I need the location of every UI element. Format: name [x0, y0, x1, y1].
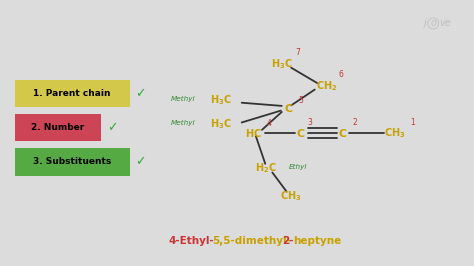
Text: heptyne: heptyne	[293, 236, 342, 246]
Text: 4: 4	[266, 119, 271, 128]
Text: $\mathbf{HC}$: $\mathbf{HC}$	[245, 127, 262, 139]
Text: $\mathbf{CH_3}$: $\mathbf{CH_3}$	[384, 126, 406, 140]
Text: Methyl: Methyl	[171, 119, 195, 126]
Text: $\mathbf{CH_3}$: $\mathbf{CH_3}$	[281, 189, 302, 203]
Text: ✓: ✓	[107, 121, 118, 134]
Text: 1. Parent chain: 1. Parent chain	[33, 89, 111, 98]
Text: o: o	[430, 19, 436, 28]
Text: 4-Ethyl-: 4-Ethyl-	[169, 236, 214, 246]
FancyBboxPatch shape	[15, 114, 101, 142]
Text: Ethyl: Ethyl	[289, 164, 308, 170]
Text: 1: 1	[410, 118, 415, 127]
Text: 6: 6	[338, 70, 343, 79]
Text: 5,5-dimethyl-: 5,5-dimethyl-	[212, 236, 291, 246]
Text: ✓: ✓	[135, 155, 146, 168]
Text: j: j	[423, 19, 426, 28]
Text: 5: 5	[298, 95, 303, 105]
FancyBboxPatch shape	[15, 148, 129, 176]
FancyBboxPatch shape	[15, 80, 129, 107]
Text: ve: ve	[439, 19, 451, 28]
Text: $\mathbf{H_3C}$: $\mathbf{H_3C}$	[210, 117, 232, 131]
Text: 3: 3	[308, 118, 312, 127]
Text: $\mathbf{C}$: $\mathbf{C}$	[284, 102, 293, 114]
Text: $\mathbf{H_3C}$: $\mathbf{H_3C}$	[210, 93, 232, 107]
Text: 7: 7	[295, 48, 300, 57]
Text: $\mathbf{C}$: $\mathbf{C}$	[296, 127, 305, 139]
Text: ✓: ✓	[135, 87, 146, 100]
Text: $\mathbf{CH_2}$: $\mathbf{CH_2}$	[316, 79, 337, 93]
Text: 3. Substituents: 3. Substituents	[33, 157, 111, 167]
Text: Methyl: Methyl	[171, 96, 195, 102]
Text: $\mathbf{H_2C}$: $\mathbf{H_2C}$	[255, 162, 277, 176]
Text: 2: 2	[353, 118, 357, 127]
Text: 2. Number: 2. Number	[31, 123, 84, 132]
Text: $\mathbf{H_3C}$: $\mathbf{H_3C}$	[271, 58, 293, 72]
Text: 2-: 2-	[283, 236, 294, 246]
Text: $\mathbf{C}$: $\mathbf{C}$	[338, 127, 348, 139]
